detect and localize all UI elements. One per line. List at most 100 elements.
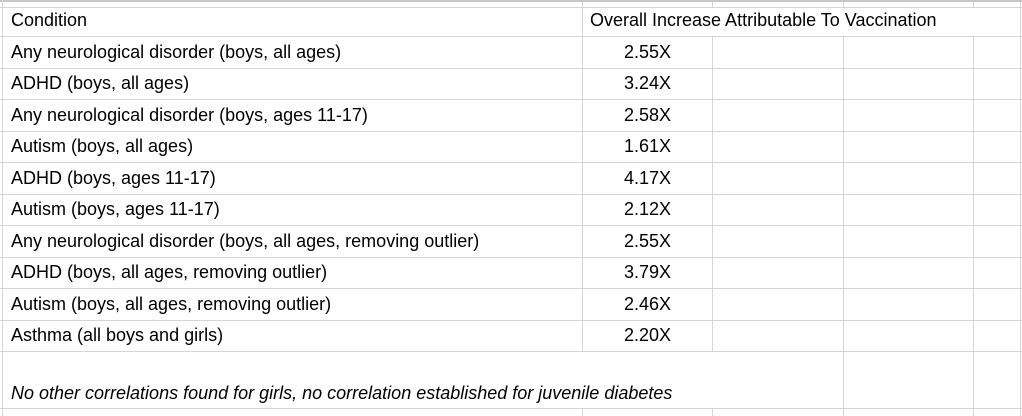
empty-cell[interactable] (713, 100, 844, 131)
empty-cell[interactable] (713, 409, 844, 416)
empty-cell[interactable] (974, 352, 1021, 408)
value-label: 2.12X (623, 199, 672, 220)
empty-cell[interactable] (974, 194, 1021, 225)
empty-cell[interactable] (3, 2, 583, 7)
value-cell[interactable]: 1.61X (583, 131, 713, 162)
empty-cell[interactable] (974, 320, 1021, 351)
empty-cell[interactable] (583, 409, 713, 416)
empty-cell[interactable] (844, 2, 974, 7)
condition-cell[interactable]: Asthma (all boys and girls) (3, 320, 583, 351)
empty-cell[interactable] (844, 131, 974, 162)
value-cell[interactable]: 4.17X (583, 163, 713, 194)
condition-cell[interactable]: ADHD (boys, ages 11-17) (3, 163, 583, 194)
condition-cell[interactable]: Any neurological disorder (boys, ages 11… (3, 100, 583, 131)
empty-cell[interactable] (713, 68, 844, 99)
value-cell[interactable]: 2.20X (583, 320, 713, 351)
value-cell[interactable]: 2.55X (583, 37, 713, 68)
empty-cell[interactable] (844, 68, 974, 99)
condition-cell[interactable]: ADHD (boys, all ages, removing outlier) (3, 257, 583, 288)
empty-cell[interactable] (974, 131, 1021, 162)
value-cell[interactable]: 3.79X (583, 257, 713, 288)
value-cell[interactable]: 2.46X (583, 289, 713, 320)
condition-label: ADHD (boys, ages 11-17) (11, 167, 216, 188)
table-row: Any neurological disorder (boys, all age… (0, 37, 1022, 69)
empty-cell[interactable] (974, 2, 1021, 7)
empty-cell[interactable] (974, 163, 1021, 194)
empty-cell[interactable] (844, 409, 974, 416)
value-cell[interactable]: 2.12X (583, 194, 713, 225)
value-label: 2.55X (623, 230, 672, 251)
value-cell[interactable]: 3.24X (583, 68, 713, 99)
empty-cell[interactable] (713, 194, 844, 225)
value-label: 4.17X (623, 167, 672, 188)
table-row: Any neurological disorder (boys, all age… (0, 226, 1022, 258)
header-cell-value[interactable]: Overall Increase Attributable To Vaccina… (583, 8, 1021, 36)
condition-cell[interactable]: Autism (boys, all ages) (3, 131, 583, 162)
empty-cell[interactable] (713, 320, 844, 351)
empty-cell[interactable] (713, 257, 844, 288)
value-label: 2.20X (623, 325, 672, 346)
condition-cell[interactable]: Any neurological disorder (boys, all age… (3, 226, 583, 257)
empty-cell[interactable] (974, 68, 1021, 99)
condition-cell[interactable]: Any neurological disorder (boys, all age… (3, 37, 583, 68)
empty-cell[interactable] (844, 194, 974, 225)
condition-label: ADHD (boys, all ages, removing outlier) (11, 262, 328, 283)
empty-cell[interactable] (974, 409, 1021, 416)
empty-cell[interactable] (713, 131, 844, 162)
empty-cell[interactable] (844, 289, 974, 320)
empty-cell[interactable] (974, 37, 1021, 68)
table-row: ADHD (boys, all ages, removing outlier) … (0, 257, 1022, 289)
condition-label: Autism (boys, ages 11-17) (11, 199, 220, 220)
condition-cell[interactable]: ADHD (boys, all ages) (3, 68, 583, 99)
value-label: 2.46X (623, 293, 672, 314)
empty-cell[interactable] (713, 37, 844, 68)
empty-cell[interactable] (713, 163, 844, 194)
footnote-cell[interactable]: No other correlations found for girls, n… (3, 352, 844, 408)
left-gridline (2, 0, 3, 416)
empty-cell[interactable] (844, 37, 974, 68)
table-row: Autism (boys, ages 11-17) 2.12X (0, 194, 1022, 226)
empty-cell[interactable] (844, 163, 974, 194)
condition-label: Autism (boys, all ages, removing outlier… (11, 293, 332, 314)
empty-cell[interactable] (3, 409, 583, 416)
table-row: Asthma (all boys and girls) 2.20X (0, 320, 1022, 352)
table-row: Autism (boys, all ages) 1.61X (0, 131, 1022, 163)
empty-cell[interactable] (583, 2, 713, 7)
condition-label: Any neurological disorder (boys, ages 11… (11, 104, 368, 125)
empty-cell[interactable] (713, 2, 844, 7)
condition-label: Any neurological disorder (boys, all age… (11, 41, 342, 62)
value-label: 3.24X (623, 73, 672, 94)
empty-cell[interactable] (974, 226, 1021, 257)
footnote-row: No other correlations found for girls, n… (0, 352, 1022, 409)
empty-cell[interactable] (713, 289, 844, 320)
partial-row-top (0, 2, 1022, 8)
partial-row-bottom (0, 409, 1022, 416)
empty-cell[interactable] (713, 226, 844, 257)
empty-cell[interactable] (844, 257, 974, 288)
condition-label: Autism (boys, all ages) (11, 136, 194, 157)
value-label: 1.61X (623, 136, 672, 157)
empty-cell[interactable] (844, 320, 974, 351)
footnote-text: No other correlations found for girls, n… (11, 383, 673, 404)
empty-cell[interactable] (844, 226, 974, 257)
value-cell[interactable]: 2.55X (583, 226, 713, 257)
value-label: 3.79X (623, 262, 672, 283)
value-cell[interactable]: 2.58X (583, 100, 713, 131)
value-label: 2.55X (623, 41, 672, 62)
condition-cell[interactable]: Autism (boys, all ages, removing outlier… (3, 289, 583, 320)
table-row: ADHD (boys, ages 11-17) 4.17X (0, 163, 1022, 195)
table-row: Any neurological disorder (boys, ages 11… (0, 100, 1022, 132)
top-gridline (0, 0, 1022, 2)
empty-cell[interactable] (844, 352, 974, 408)
empty-cell[interactable] (844, 100, 974, 131)
empty-cell[interactable] (974, 100, 1021, 131)
header-row: Condition Overall Increase Attributable … (0, 8, 1022, 37)
empty-cell[interactable] (974, 257, 1021, 288)
condition-cell[interactable]: Autism (boys, ages 11-17) (3, 194, 583, 225)
header-cell-condition[interactable]: Condition (3, 8, 583, 36)
condition-label: Asthma (all boys and girls) (11, 325, 224, 346)
empty-cell[interactable] (974, 289, 1021, 320)
value-header-label: Overall Increase Attributable To Vaccina… (590, 10, 937, 31)
value-label: 2.58X (623, 104, 672, 125)
